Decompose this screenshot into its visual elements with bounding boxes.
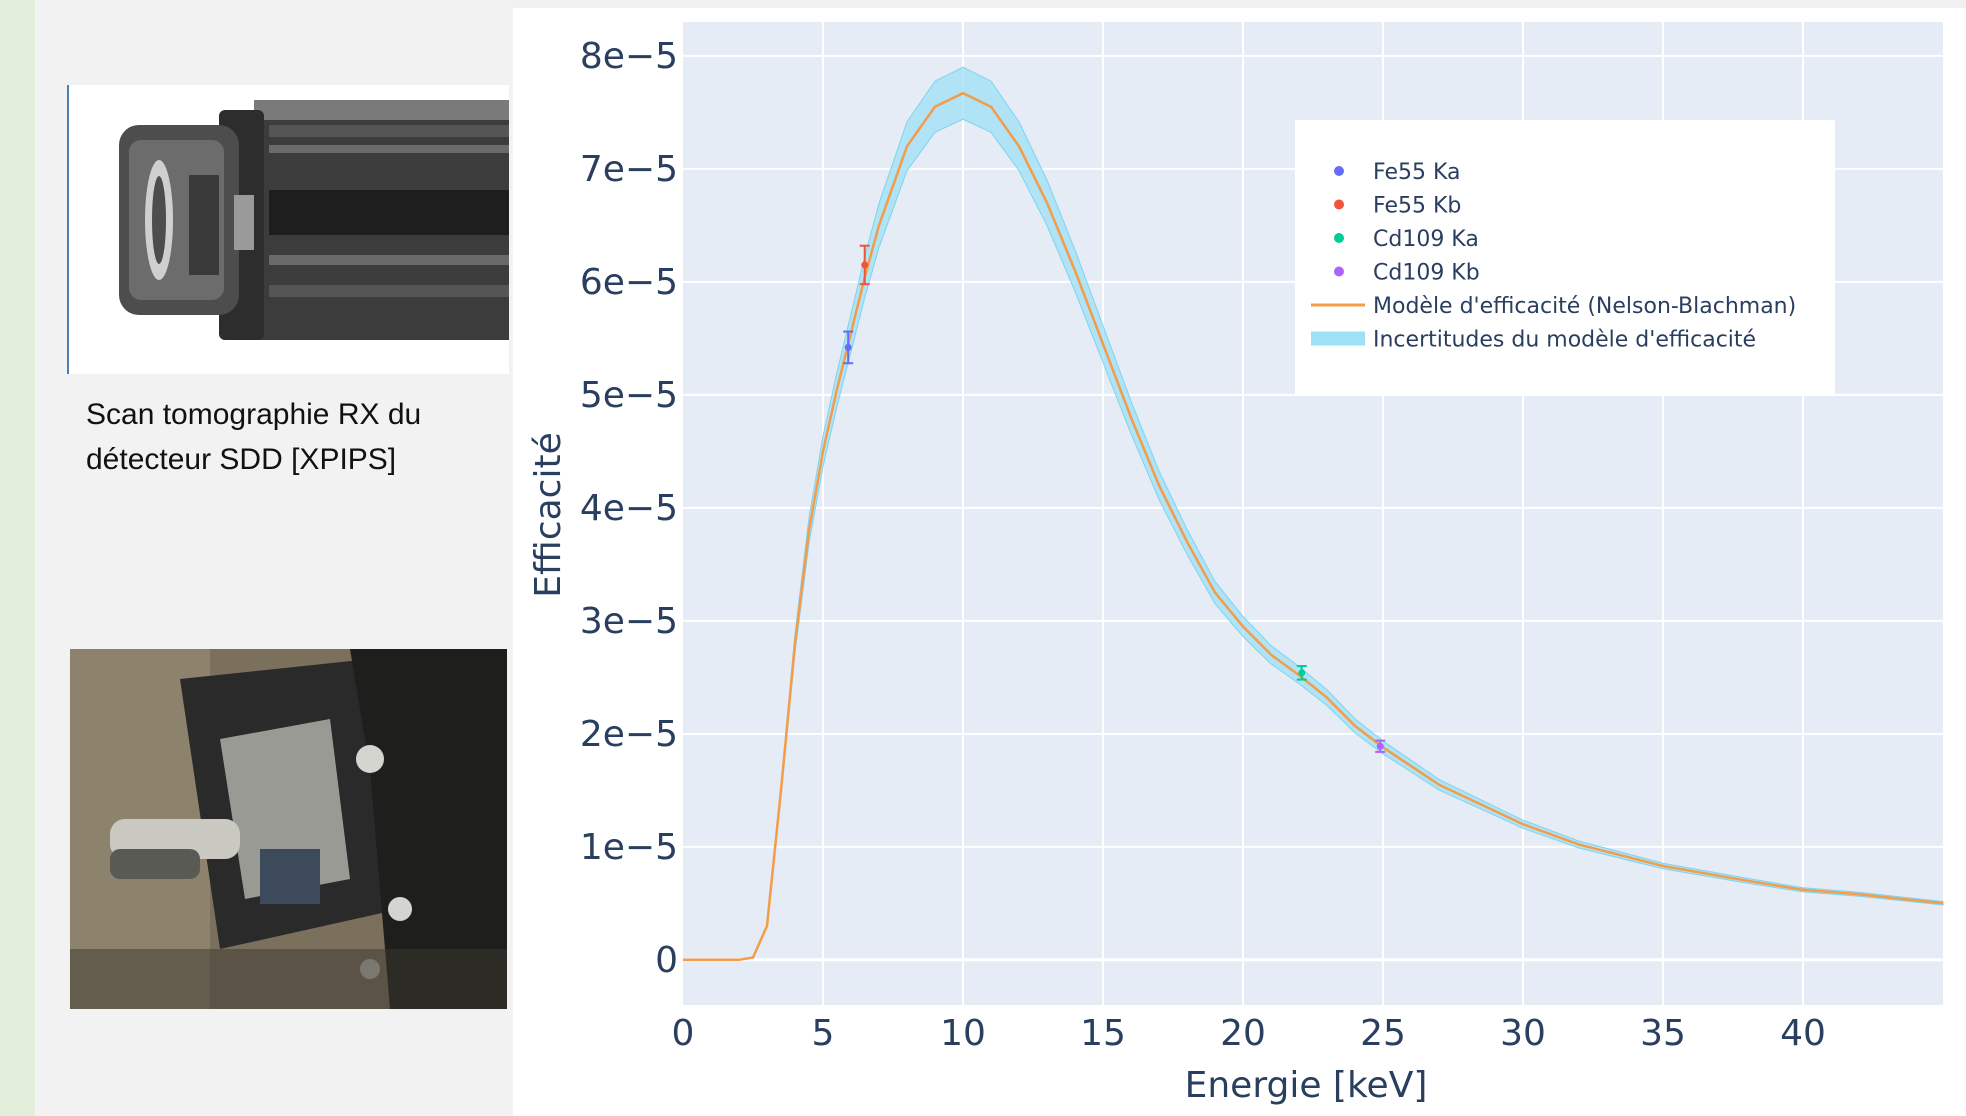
x-tick-label: 20 xyxy=(1220,1013,1266,1054)
detector-photo xyxy=(70,649,507,1009)
efficiency-chart: 0 5 10 15 20 25 30 35 40 0 1e−5 2e−5 3e−5 4e−5 5e−5 6e… xyxy=(513,8,1966,1116)
y-tick-label: 6e−5 xyxy=(580,262,678,303)
model-line-layer xyxy=(683,91,1944,962)
x-tick-label: 35 xyxy=(1640,1013,1686,1054)
caption-line-1: Scan tomographie RX du xyxy=(86,398,422,431)
y-tick-label: 8e−5 xyxy=(580,36,678,77)
data-point-marker xyxy=(1298,669,1306,677)
legend-label: Fe55 Ka xyxy=(1373,160,1461,185)
xray-scan-image xyxy=(67,85,509,374)
x-tick-labels: 0 5 10 15 20 25 30 35 40 xyxy=(672,1013,1826,1054)
y-tick-label: 3e−5 xyxy=(580,601,678,642)
legend-marker xyxy=(1334,266,1344,277)
legend-marker xyxy=(1334,199,1344,210)
y-tick-label: 7e−5 xyxy=(580,149,678,190)
left-accent-strip xyxy=(0,0,35,1116)
legend-label: Modèle d'efficacité (Nelson-Blachman) xyxy=(1373,294,1796,319)
x-tick-label: 40 xyxy=(1780,1013,1826,1054)
x-tick-label: 5 xyxy=(812,1013,835,1054)
data-point-cd109-kb xyxy=(1375,739,1386,753)
y-tick-label: 4e−5 xyxy=(580,488,678,529)
data-point-cd109-ka xyxy=(1296,665,1307,681)
legend-band-swatch xyxy=(1311,331,1365,346)
data-point-marker xyxy=(1376,742,1384,750)
x-tick-label: 25 xyxy=(1360,1013,1406,1054)
x-tick-label: 15 xyxy=(1080,1013,1126,1054)
legend-marker xyxy=(1334,166,1344,176)
data-point-marker xyxy=(861,261,869,269)
x-tick-label: 30 xyxy=(1500,1013,1546,1054)
y-tick-labels: 0 1e−5 2e−5 3e−5 4e−5 5e−5 6e−5 7e−5 8e−5 xyxy=(580,36,678,981)
data-point-marker xyxy=(844,343,852,351)
legend-marker xyxy=(1334,233,1344,243)
y-axis-title: Efficacité xyxy=(528,432,569,597)
legend-box xyxy=(1295,120,1835,396)
y-tick-label: 1e−5 xyxy=(580,827,678,868)
efficiency-model-line xyxy=(683,91,1944,962)
legend-label: Fe55 Kb xyxy=(1373,194,1461,219)
y-tick-label: 5e−5 xyxy=(580,375,678,416)
data-point-fe55-kb xyxy=(859,244,870,286)
x-tick-label: 0 xyxy=(672,1013,695,1054)
legend-label: Cd109 Ka xyxy=(1373,227,1479,252)
scan-caption: Scan tomographie RX du détecteur SDD [XP… xyxy=(86,392,496,482)
caption-line-2: détecteur SDD [XPIPS] xyxy=(86,443,397,476)
data-point-fe55-ka xyxy=(843,330,854,365)
legend-label: Incertitudes du modèle d'efficacité xyxy=(1373,328,1756,353)
y-tick-label: 2e−5 xyxy=(580,714,678,755)
x-tick-label: 10 xyxy=(940,1013,986,1054)
data-points-layer xyxy=(843,244,1386,753)
legend: Fe55 Ka Fe55 Kb Cd109 Ka Cd109 Kb Modèle d'e… xyxy=(1295,120,1835,396)
legend-label: Cd109 Kb xyxy=(1373,261,1480,286)
y-tick-label: 0 xyxy=(655,940,678,981)
x-axis-title: Energie [keV] xyxy=(1185,1065,1428,1106)
